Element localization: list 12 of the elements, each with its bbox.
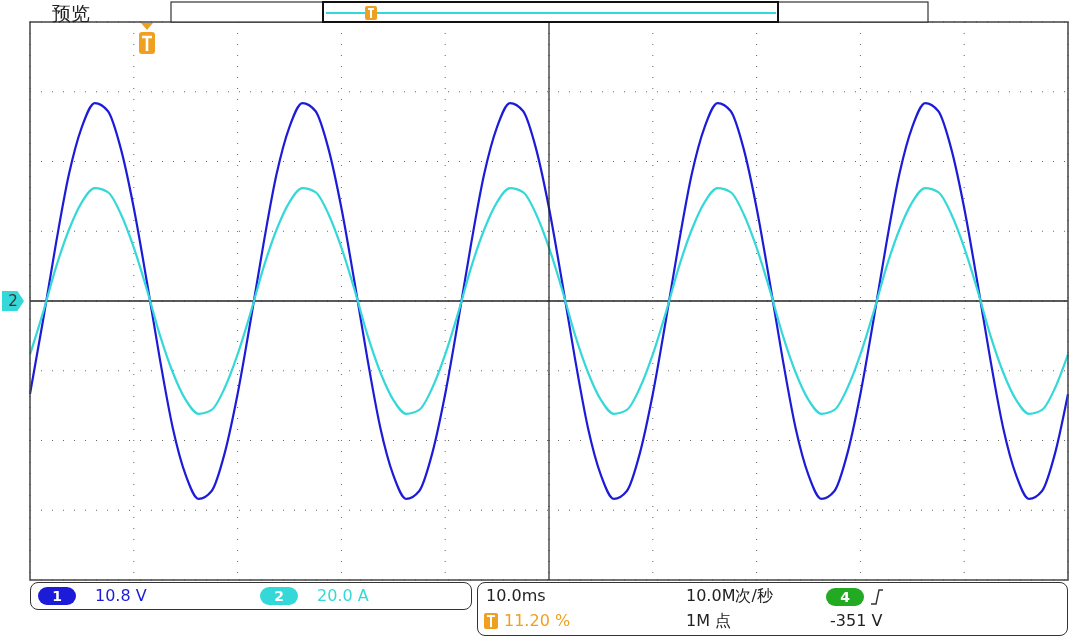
chart-title: 预览 [52, 2, 90, 24]
text: 11.20 % [504, 611, 571, 630]
text: 10.0ms [486, 586, 546, 605]
series-label: 2 [2, 291, 24, 311]
text: 2 [274, 588, 284, 604]
text: 10.0M次/秒 [686, 586, 773, 605]
text: 20.0 A [317, 586, 369, 605]
text: 4 [826, 588, 864, 606]
text: -351 V [830, 611, 883, 630]
text: 1M 点 [686, 611, 732, 630]
text: 10.8 V [95, 586, 147, 605]
text: 1 [38, 587, 76, 605]
